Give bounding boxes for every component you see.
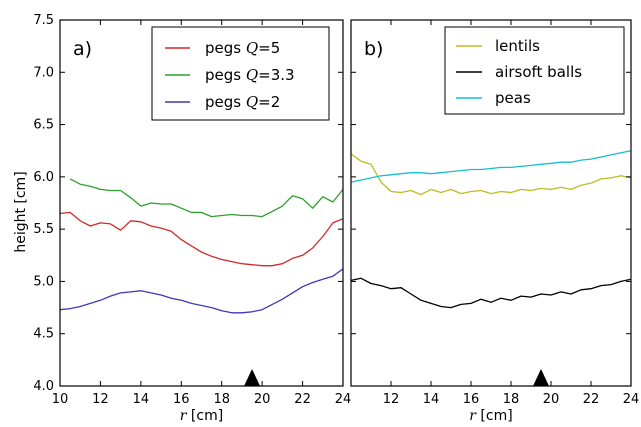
y-tick-label: 4.5: [33, 327, 54, 342]
x-tick-label: 20: [543, 392, 560, 407]
x-tick-label: 18: [213, 392, 230, 407]
plot-frame: [350, 19, 632, 387]
y-tick-label: 5.0: [33, 274, 54, 289]
y-tick-label: 6.0: [33, 170, 54, 185]
plot-frame: [59, 19, 344, 387]
panel-label: a): [73, 38, 92, 60]
panel-a: 10 12 14 16 18 20 22 24 4.0 4.5 5.0 5.5 6.0 6.5 7.0 7.5…: [33, 13, 351, 424]
y-tick-label: 7.5: [33, 13, 54, 28]
x-tick-label: 24: [623, 392, 640, 407]
x-tick-label: 22: [583, 392, 600, 407]
x-tick-label: 20: [254, 392, 271, 407]
series-line-2: [350, 277, 632, 309]
legend-label-2: airsoft balls: [495, 63, 582, 81]
series-line-1: [350, 153, 632, 196]
x-tick-label: 16: [173, 392, 190, 407]
x-tick-label: 12: [383, 392, 400, 407]
series-line-2: [69, 178, 344, 218]
x-tick-label: 10: [52, 392, 69, 407]
legend-label-1: pegs Q=5: [205, 39, 280, 57]
x-tick-label: 24: [335, 392, 352, 407]
legend-box: [151, 26, 330, 121]
x-tick-label: 22: [294, 392, 311, 407]
legend-label-2: pegs Q=3.3: [205, 66, 295, 84]
x-axis-label: r [cm]: [180, 408, 223, 424]
triangle-marker: [244, 369, 261, 386]
x-tick-label: 14: [423, 392, 440, 407]
legend-label-1: lentils: [495, 37, 540, 55]
x-tick-label: 18: [503, 392, 520, 407]
triangle-marker: [533, 369, 549, 386]
y-axis-label: height [cm]: [13, 171, 29, 252]
y-tick-label: 4.0: [33, 379, 54, 394]
x-tick-label: 16: [463, 392, 480, 407]
x-axis-label: r [cm]: [469, 408, 512, 424]
y-tick-label: 6.5: [33, 118, 54, 133]
x-tick-label: 14: [133, 392, 150, 407]
series-line-1: [59, 211, 344, 267]
panel-b: 12 14 16 18 20 22 24 r [cm] b) lentils airsoft bal…: [350, 19, 640, 424]
series-line-3: [59, 268, 344, 314]
x-tick-label: 12: [92, 392, 109, 407]
y-tick-label: 7.0: [33, 65, 54, 80]
y-tick-label: 5.5: [33, 222, 54, 237]
panel-label: b): [364, 38, 383, 60]
legend-label-3: pegs Q=2: [205, 93, 280, 111]
legend-label-3: peas: [495, 89, 531, 107]
series-line-3: [350, 150, 632, 183]
legend-box: [444, 26, 625, 115]
